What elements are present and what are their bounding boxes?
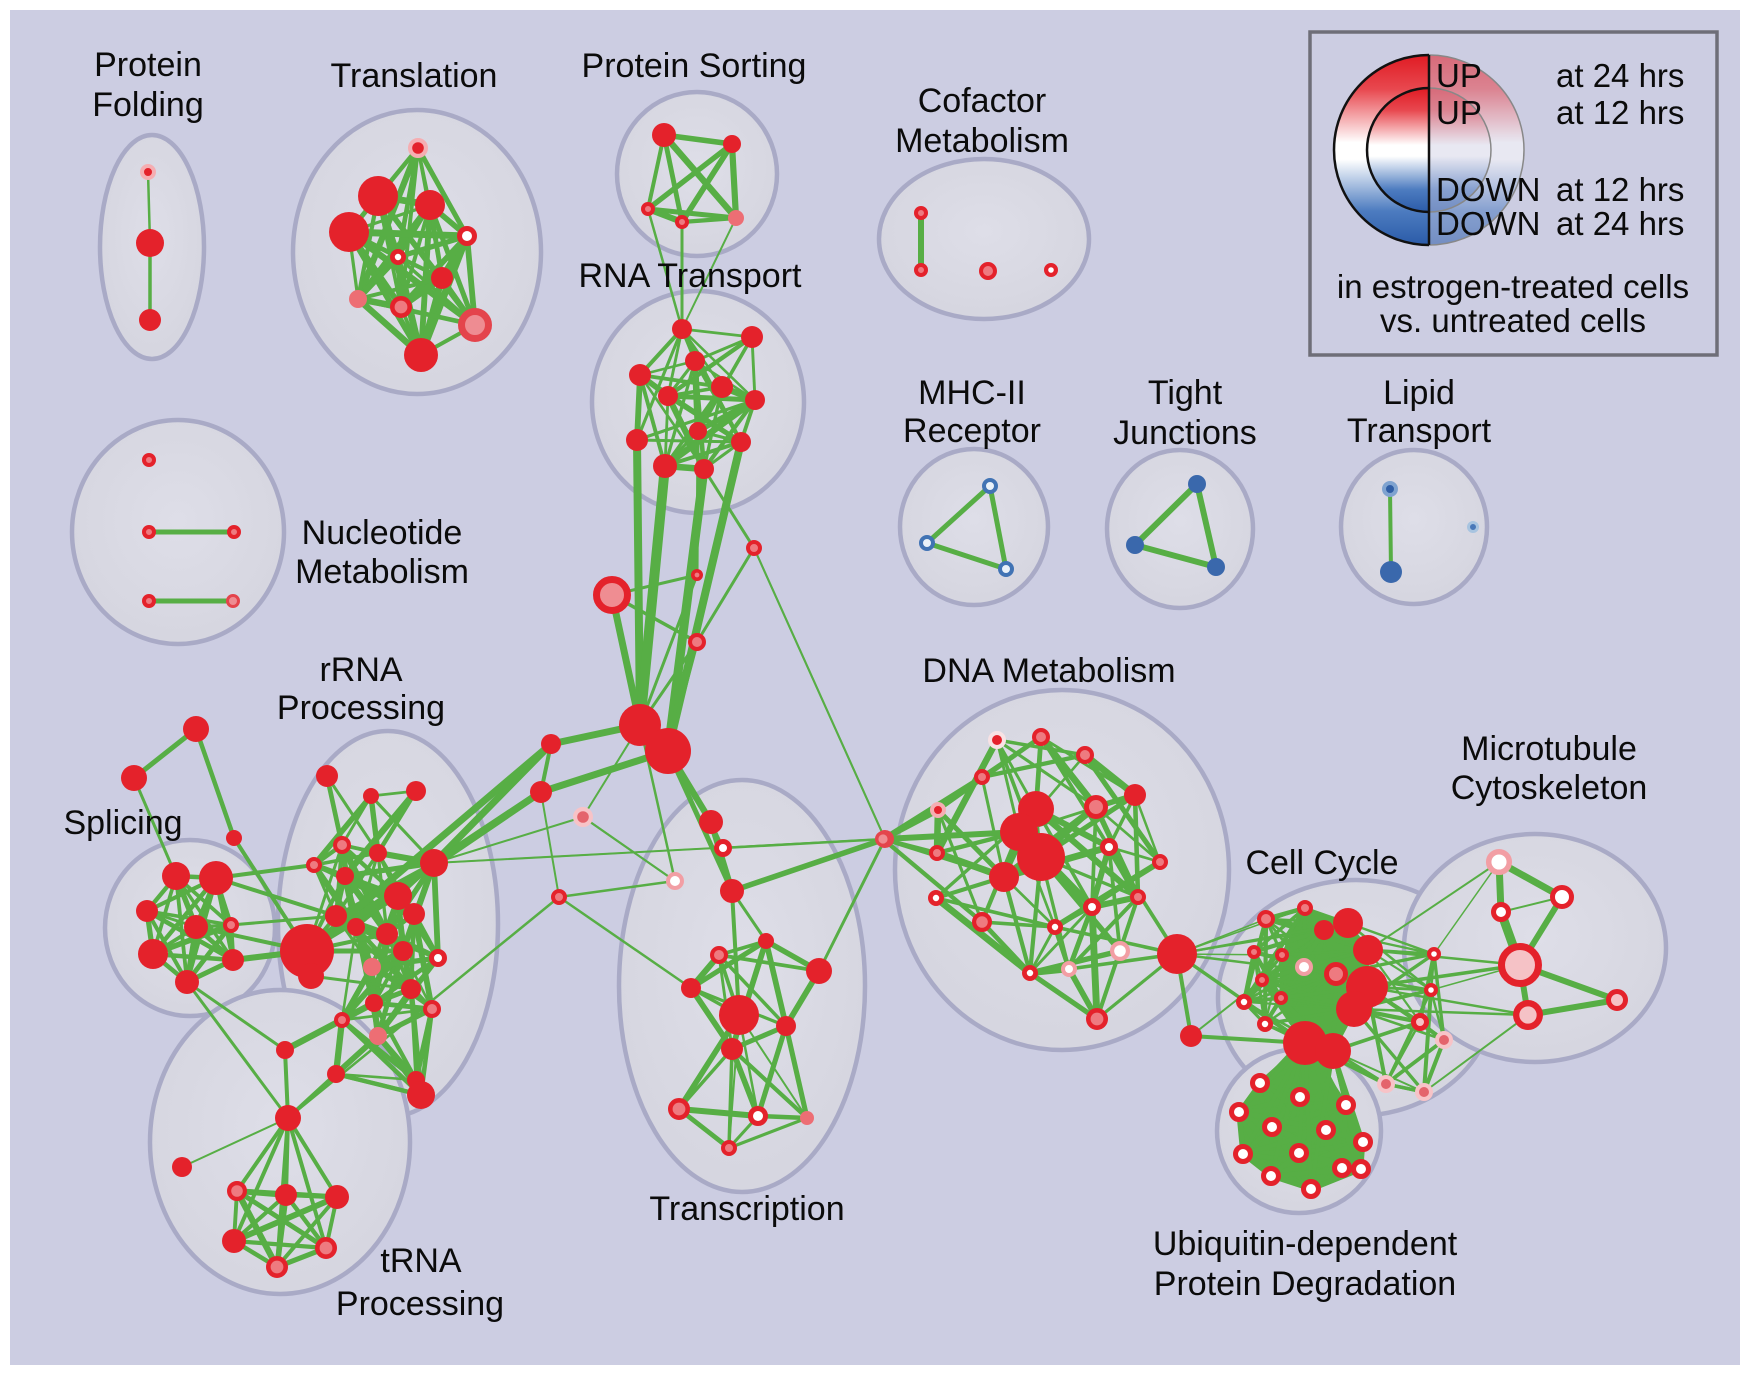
svg-text:Metabolism: Metabolism [895,122,1069,160]
svg-text:Nucleotide: Nucleotide [302,514,463,552]
svg-text:Folding: Folding [92,86,204,124]
svg-text:Lipid: Lipid [1383,374,1455,412]
svg-text:at 12 hrs: at 12 hrs [1556,94,1684,131]
svg-text:tRNA: tRNA [380,1242,462,1280]
svg-text:Processing: Processing [277,689,445,727]
svg-text:Transcription: Transcription [649,1190,844,1228]
svg-text:Cell Cycle: Cell Cycle [1245,844,1398,882]
svg-text:Metabolism: Metabolism [295,553,469,591]
svg-text:Splicing: Splicing [63,804,182,842]
svg-text:Protein Sorting: Protein Sorting [582,47,807,85]
svg-text:Tight: Tight [1148,374,1223,412]
svg-text:vs. untreated cells: vs. untreated cells [1380,302,1646,339]
svg-text:UP: UP [1436,94,1482,131]
svg-text:Protein Degradation: Protein Degradation [1154,1265,1456,1303]
svg-text:Translation: Translation [331,57,498,95]
svg-text:Microtubule: Microtubule [1461,730,1637,768]
svg-text:Transport: Transport [1347,412,1492,450]
svg-text:Cofactor: Cofactor [918,82,1047,120]
svg-text:at 12 hrs: at 12 hrs [1556,171,1684,208]
svg-text:Processing: Processing [336,1285,504,1323]
svg-text:DNA Metabolism: DNA Metabolism [922,652,1175,690]
svg-text:Cytoskeleton: Cytoskeleton [1451,769,1648,807]
svg-text:RNA Transport: RNA Transport [579,257,803,295]
svg-text:at 24 hrs: at 24 hrs [1556,205,1684,242]
svg-text:UP: UP [1436,57,1482,94]
svg-text:in estrogen-treated cells: in estrogen-treated cells [1337,268,1689,305]
svg-text:Protein: Protein [94,46,202,84]
svg-text:Receptor: Receptor [903,412,1041,450]
svg-text:DOWN: DOWN [1436,205,1540,242]
svg-text:DOWN: DOWN [1436,171,1540,208]
svg-text:at 24 hrs: at 24 hrs [1556,57,1684,94]
svg-text:rRNA: rRNA [319,651,402,689]
svg-text:MHC-II: MHC-II [918,374,1026,412]
svg-text:Junctions: Junctions [1113,414,1257,452]
svg-text:Ubiquitin-dependent: Ubiquitin-dependent [1153,1225,1458,1263]
